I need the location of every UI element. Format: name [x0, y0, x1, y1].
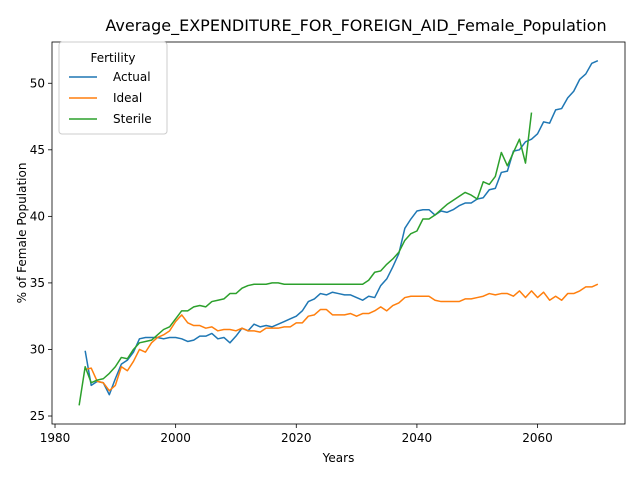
series-line-ideal: [85, 283, 599, 392]
x-axis-label: Years: [322, 451, 355, 465]
legend-label-actual: Actual: [113, 70, 151, 84]
y-tick-label: 45: [30, 143, 45, 157]
legend: Fertility Actual Ideal Sterile: [58, 41, 168, 135]
series-line-sterile: [78, 112, 533, 406]
y-tick-label: 25: [30, 409, 45, 423]
y-tick-label: 35: [30, 276, 45, 290]
x-tick-label: 2000: [160, 431, 191, 445]
x-tick-label: 1980: [40, 431, 71, 445]
x-axis: 1980 2000 2020 2040 2060: [40, 424, 553, 445]
x-tick-label: 2040: [402, 431, 433, 445]
legend-label-sterile: Sterile: [113, 112, 152, 126]
y-tick-label: 30: [30, 342, 45, 356]
y-tick-label: 50: [30, 76, 45, 90]
chart-title: Average_EXPENDITURE_FOR_FOREIGN_AID_Fema…: [105, 16, 606, 36]
plot-frame: [51, 41, 626, 425]
legend-title: Fertility: [90, 51, 135, 65]
x-tick-label: 2060: [522, 431, 553, 445]
x-tick-label: 2020: [281, 431, 312, 445]
y-axis-label: % of Female Population: [15, 163, 29, 304]
legend-label-ideal: Ideal: [113, 91, 142, 105]
series-layer: [78, 59, 599, 406]
legend-box: [58, 41, 168, 135]
y-tick-label: 40: [30, 209, 45, 223]
y-axis: 25 30 35 40 45 50: [30, 76, 52, 423]
